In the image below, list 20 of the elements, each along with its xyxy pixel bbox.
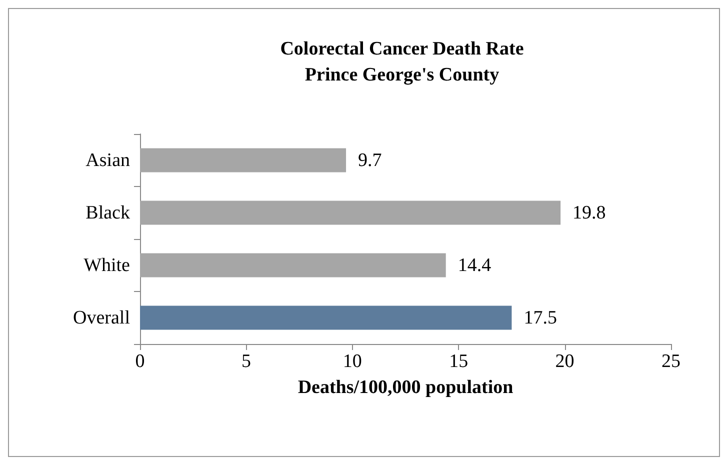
x-tick-label: 10 (342, 351, 362, 372)
x-axis-title: Deaths/100,000 population (298, 377, 514, 398)
data-label: 9.7 (358, 150, 382, 171)
y-tick-label: Black (86, 202, 130, 224)
bar (140, 148, 346, 172)
x-tick-label: 5 (241, 351, 251, 372)
y-tick-label: Overall (73, 307, 130, 328)
bar (140, 200, 561, 225)
y-tick-label: White (84, 254, 130, 276)
data-label: 14.4 (458, 254, 492, 276)
bar (140, 306, 512, 330)
x-tick-label: 20 (555, 351, 574, 372)
x-tick-label: 25 (662, 351, 680, 372)
chart-title: Colorectal Cancer Death Rate Prince George's County (280, 38, 524, 86)
y-tick-label: Asian (86, 150, 130, 171)
x-tick-label: 15 (449, 351, 468, 372)
bar (140, 253, 446, 278)
data-label: 17.5 (524, 307, 557, 328)
data-label: 19.8 (572, 202, 606, 224)
x-tick-label: 0 (135, 351, 145, 372)
